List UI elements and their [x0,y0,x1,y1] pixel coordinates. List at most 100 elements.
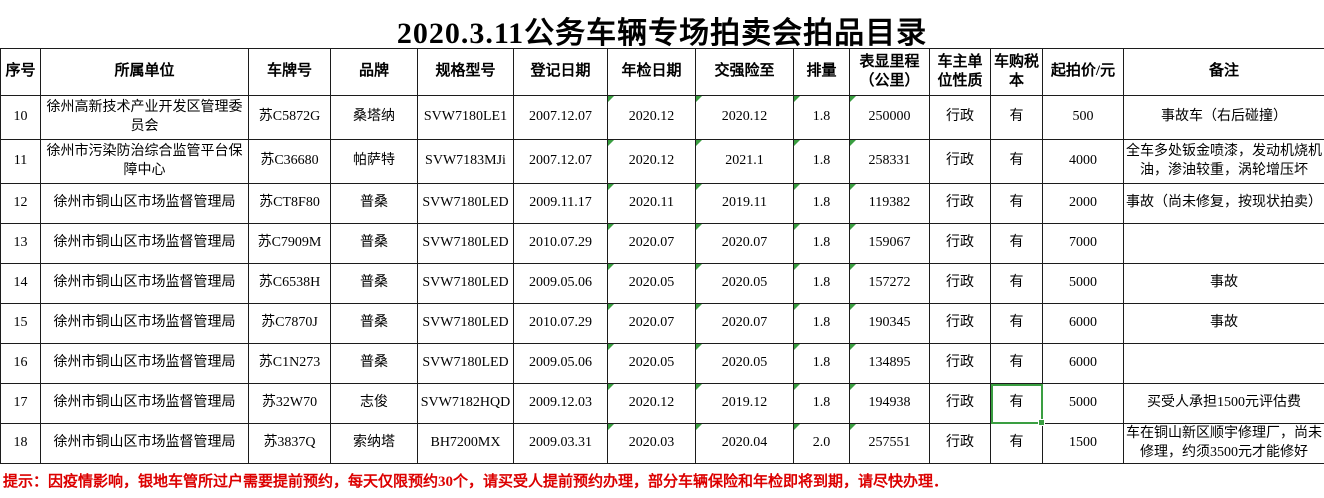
cell-brand[interactable]: 普桑 [330,343,418,384]
column-header-start-price[interactable]: 起拍价/元 [1042,48,1124,96]
cell-disp[interactable]: 1.8 [793,383,850,424]
cell-tax-book[interactable]: 有 [990,95,1043,140]
cell-model[interactable]: SVW7180LED [417,263,514,304]
cell-disp[interactable]: 1.8 [793,303,850,344]
column-header-model[interactable]: 规格型号 [417,48,514,96]
column-header-insp-date[interactable]: 年检日期 [607,48,696,96]
cell-mileage[interactable]: 190345 [849,303,930,344]
cell-owner-type[interactable]: 行政 [929,263,991,304]
cell-insp-date[interactable]: 2020.05 [607,343,696,384]
cell-start-price[interactable]: 5000 [1042,383,1124,424]
column-header-seq[interactable]: 序号 [0,48,41,96]
cell-unit[interactable]: 徐州市污染防治综合监管平台保障中心 [40,139,249,184]
cell-model[interactable]: SVW7180LED [417,343,514,384]
cell-reg-date[interactable]: 2010.07.29 [513,303,608,344]
cell-seq[interactable]: 17 [0,383,41,424]
cell-remark[interactable] [1123,343,1324,384]
cell-mileage[interactable]: 257551 [849,423,930,464]
cell-reg-date[interactable]: 2009.11.17 [513,183,608,224]
cell-owner-type[interactable]: 行政 [929,223,991,264]
cell-ins-until[interactable]: 2019.12 [695,383,794,424]
cell-plate[interactable]: 苏C36680 [248,139,331,184]
cell-mileage[interactable]: 119382 [849,183,930,224]
cell-model[interactable]: SVW7180LED [417,183,514,224]
cell-unit[interactable]: 徐州市铜山区市场监督管理局 [40,343,249,384]
column-header-reg-date[interactable]: 登记日期 [513,48,608,96]
cell-owner-type[interactable]: 行政 [929,95,991,140]
cell-owner-type[interactable]: 行政 [929,383,991,424]
cell-reg-date[interactable]: 2007.12.07 [513,95,608,140]
cell-tax-book[interactable]: 有 [990,183,1043,224]
cell-mileage[interactable]: 157272 [849,263,930,304]
cell-brand[interactable]: 普桑 [330,303,418,344]
cell-ins-until[interactable]: 2020.05 [695,343,794,384]
cell-reg-date[interactable]: 2007.12.07 [513,139,608,184]
cell-tax-book[interactable]: 有 [990,343,1043,384]
cell-insp-date[interactable]: 2020.07 [607,223,696,264]
cell-unit[interactable]: 徐州市铜山区市场监督管理局 [40,263,249,304]
cell-seq[interactable]: 11 [0,139,41,184]
cell-seq[interactable]: 10 [0,95,41,140]
cell-disp[interactable]: 1.8 [793,95,850,140]
cell-unit[interactable]: 徐州高新技术产业开发区管理委员会 [40,95,249,140]
cell-remark[interactable]: 事故 [1123,263,1324,304]
column-header-disp[interactable]: 排量 [793,48,850,96]
cell-ins-until[interactable]: 2020.12 [695,95,794,140]
cell-disp[interactable]: 1.8 [793,139,850,184]
cell-owner-type[interactable]: 行政 [929,423,991,464]
cell-plate[interactable]: 苏C5872G [248,95,331,140]
cell-remark[interactable]: 买受人承担1500元评估费 [1123,383,1324,424]
cell-unit[interactable]: 徐州市铜山区市场监督管理局 [40,183,249,224]
cell-brand[interactable]: 普桑 [330,183,418,224]
cell-tax-book[interactable]: 有 [990,423,1043,464]
cell-start-price[interactable]: 7000 [1042,223,1124,264]
cell-remark[interactable]: 事故 [1123,303,1324,344]
cell-remark[interactable] [1123,223,1324,264]
cell-owner-type[interactable]: 行政 [929,139,991,184]
cell-insp-date[interactable]: 2020.12 [607,383,696,424]
cell-disp[interactable]: 1.8 [793,343,850,384]
cell-plate[interactable]: 苏C1N273 [248,343,331,384]
cell-disp[interactable]: 1.8 [793,223,850,264]
cell-model[interactable]: SVW7182HQD [417,383,514,424]
cell-reg-date[interactable]: 2009.05.06 [513,263,608,304]
column-header-plate[interactable]: 车牌号 [248,48,331,96]
cell-start-price[interactable]: 6000 [1042,343,1124,384]
cell-model[interactable]: SVW7180LE1 [417,95,514,140]
cell-mileage[interactable]: 159067 [849,223,930,264]
cell-tax-book[interactable]: 有 [990,223,1043,264]
cell-model[interactable]: SVW7180LED [417,303,514,344]
column-header-ins-until[interactable]: 交强险至 [695,48,794,96]
cell-mileage[interactable]: 258331 [849,139,930,184]
cell-insp-date[interactable]: 2020.07 [607,303,696,344]
cell-ins-until[interactable]: 2020.07 [695,303,794,344]
column-header-tax-book[interactable]: 车购税本 [990,48,1043,96]
cell-unit[interactable]: 徐州市铜山区市场监督管理局 [40,223,249,264]
cell-brand[interactable]: 索纳塔 [330,423,418,464]
cell-start-price[interactable]: 1500 [1042,423,1124,464]
cell-brand[interactable]: 桑塔纳 [330,95,418,140]
cell-start-price[interactable]: 4000 [1042,139,1124,184]
cell-disp[interactable]: 2.0 [793,423,850,464]
cell-brand[interactable]: 帕萨特 [330,139,418,184]
cell-plate[interactable]: 苏C7909M [248,223,331,264]
cell-seq[interactable]: 13 [0,223,41,264]
column-header-unit[interactable]: 所属单位 [40,48,249,96]
cell-mileage[interactable]: 250000 [849,95,930,140]
cell-reg-date[interactable]: 2009.05.06 [513,343,608,384]
cell-start-price[interactable]: 6000 [1042,303,1124,344]
cell-ins-until[interactable]: 2019.11 [695,183,794,224]
column-header-mileage[interactable]: 表显里程（公里） [849,48,930,96]
cell-seq[interactable]: 14 [0,263,41,304]
cell-owner-type[interactable]: 行政 [929,183,991,224]
cell-seq[interactable]: 18 [0,423,41,464]
cell-ins-until[interactable]: 2020.05 [695,263,794,304]
cell-owner-type[interactable]: 行政 [929,303,991,344]
cell-plate[interactable]: 苏C6538H [248,263,331,304]
cell-remark[interactable]: 事故（尚未修复，按现状拍卖） [1123,183,1324,224]
cell-disp[interactable]: 1.8 [793,183,850,224]
cell-ins-until[interactable]: 2020.07 [695,223,794,264]
cell-insp-date[interactable]: 2020.03 [607,423,696,464]
cell-reg-date[interactable]: 2009.12.03 [513,383,608,424]
cell-tax-book[interactable]: 有 [990,303,1043,344]
